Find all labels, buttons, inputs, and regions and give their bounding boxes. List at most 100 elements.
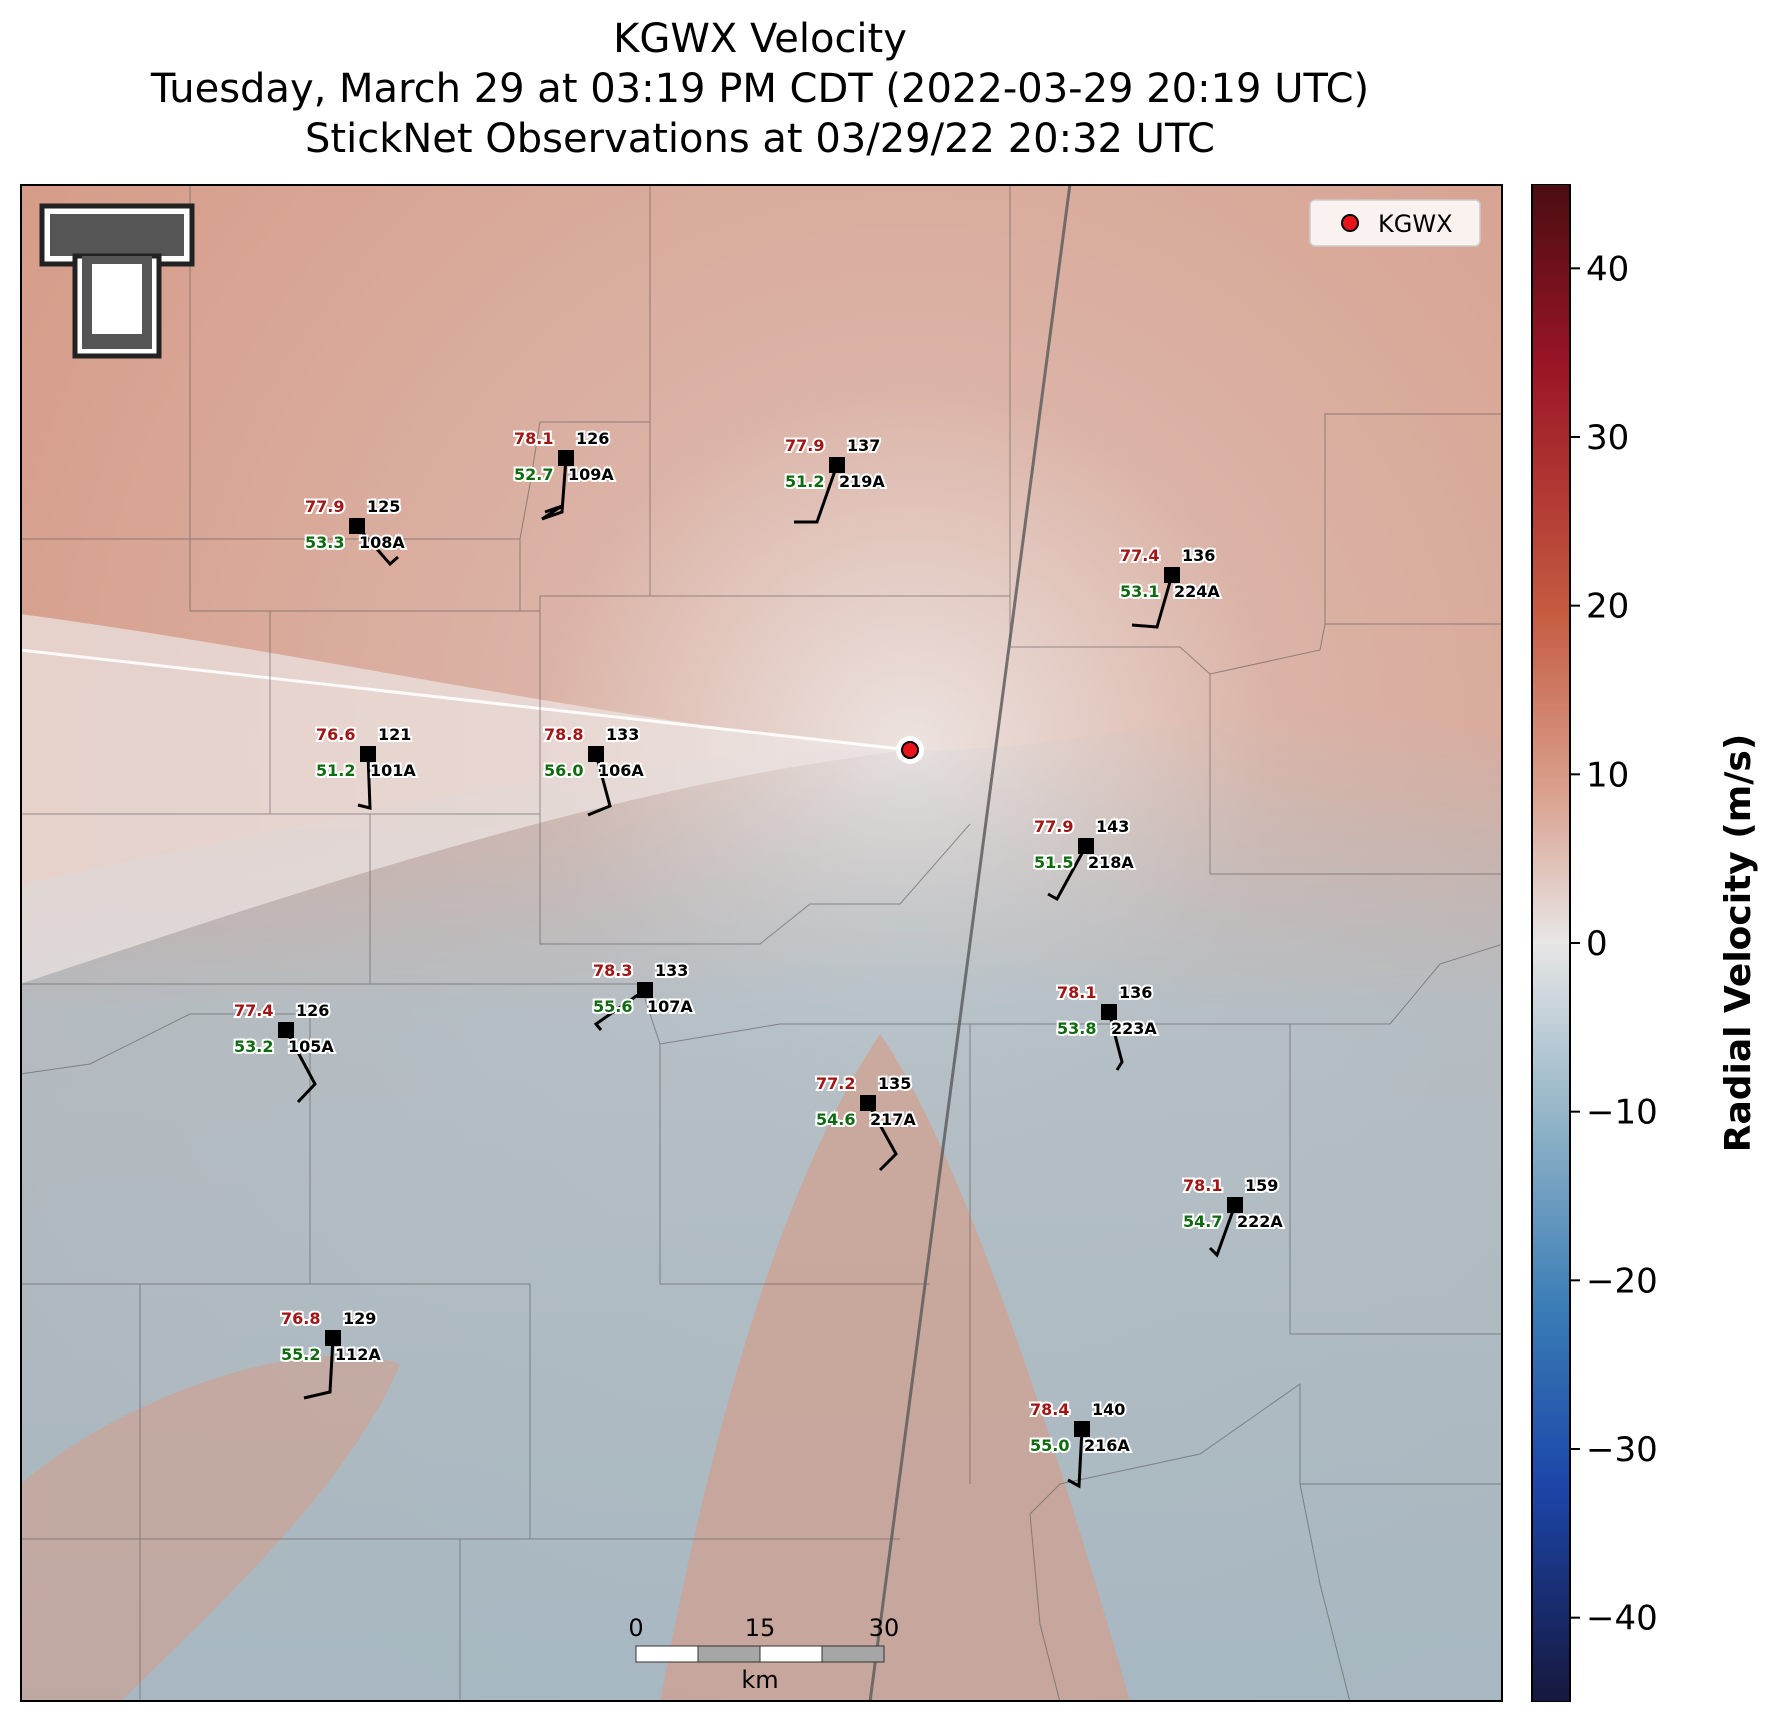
wind-barb xyxy=(355,525,399,567)
colorbar-tick-label: 10 xyxy=(1586,755,1629,795)
station-pressure: 129 xyxy=(343,1309,376,1328)
station-dewpoint: 53.1 xyxy=(1120,582,1159,601)
county-boundaries xyxy=(20,184,1503,1702)
texas-tech-double-t-logo xyxy=(39,203,195,359)
radar-velocity-map[interactable]: KGWX 77.9 125 53.3 108A 78.1 126 52.7 109A 77.9 1… xyxy=(20,184,1503,1702)
state-boundary-line xyxy=(868,184,1072,1702)
legend-label: KGWX xyxy=(1378,210,1453,238)
station-pressure: 133 xyxy=(655,961,688,980)
station-temperature: 77.4 xyxy=(234,1001,273,1020)
station-dewpoint: 54.6 xyxy=(816,1110,855,1129)
station-pressure: 135 xyxy=(878,1074,911,1093)
station-id: 216A xyxy=(1084,1436,1130,1455)
station-temperature: 77.4 xyxy=(1120,546,1159,565)
station-dewpoint: 53.2 xyxy=(234,1037,273,1056)
beam-blockage-radial xyxy=(20,648,911,752)
station-109A[interactable]: 78.1 126 52.7 109A xyxy=(512,427,616,521)
station-218A[interactable]: 77.9 143 51.5 218A xyxy=(1032,815,1136,902)
wind-barb xyxy=(541,457,568,521)
wind-barb xyxy=(794,464,839,524)
station-marker xyxy=(860,1095,876,1111)
colorbar: 40 30 20 10 0 −10 −20 −30 −40 Radial Velocity (m… xyxy=(1531,184,1759,1702)
station-temperature: 78.1 xyxy=(1057,983,1096,1002)
station-223A[interactable]: 78.1 136 53.8 223A xyxy=(1055,981,1159,1071)
station-pressure: 137 xyxy=(847,436,880,455)
station-temperature: 77.9 xyxy=(1034,817,1073,836)
station-dewpoint: 55.0 xyxy=(1030,1436,1069,1455)
colorbar-label: Radial Velocity (m/s) xyxy=(1718,734,1759,1153)
station-temperature: 77.9 xyxy=(305,497,344,516)
kgwx-radar-marker[interactable] xyxy=(901,741,919,759)
scale-tick-0: 0 xyxy=(628,1614,643,1642)
station-id: 217A xyxy=(870,1110,916,1129)
colorbar-tick-label: 40 xyxy=(1586,249,1629,289)
station-107A[interactable]: 78.3 133 55.6 107A xyxy=(591,959,695,1031)
station-marker xyxy=(1227,1197,1243,1213)
station-id: 109A xyxy=(568,465,614,484)
station-temperature: 78.1 xyxy=(514,429,553,448)
wind-barb xyxy=(587,753,612,817)
legend-marker xyxy=(1341,214,1359,232)
station-224A[interactable]: 77.4 136 53.1 224A xyxy=(1118,544,1222,629)
station-pressure: 121 xyxy=(378,725,411,744)
wind-barb xyxy=(1131,574,1174,629)
station-pressure: 136 xyxy=(1119,983,1152,1002)
station-temperature: 78.1 xyxy=(1183,1176,1222,1195)
station-222A[interactable]: 78.1 159 54.7 222A xyxy=(1181,1174,1285,1258)
station-marker xyxy=(1074,1421,1090,1437)
station-dewpoint: 55.2 xyxy=(281,1345,320,1364)
station-219A[interactable]: 77.9 137 51.2 219A xyxy=(783,434,887,524)
station-pressure: 140 xyxy=(1092,1400,1125,1419)
wind-barb xyxy=(1107,1011,1124,1071)
station-dewpoint: 54.7 xyxy=(1183,1212,1222,1231)
station-marker xyxy=(1101,1004,1117,1020)
wind-barb xyxy=(593,988,646,1031)
station-dewpoint: 55.6 xyxy=(593,997,632,1016)
station-106A[interactable]: 78.8 133 56.0 106A xyxy=(542,723,646,817)
station-marker xyxy=(1164,567,1180,583)
station-temperature: 78.4 xyxy=(1030,1400,1069,1419)
station-id: 101A xyxy=(370,761,416,780)
station-marker xyxy=(829,457,845,473)
wind-barb xyxy=(1067,1428,1084,1489)
station-108A[interactable]: 77.9 125 53.3 108A xyxy=(303,495,407,567)
station-marker xyxy=(325,1330,341,1346)
station-dewpoint: 51.5 xyxy=(1034,853,1073,872)
station-id: 218A xyxy=(1088,853,1134,872)
station-216A[interactable]: 78.4 140 55.0 216A xyxy=(1028,1398,1132,1489)
map-frame xyxy=(20,184,1503,1702)
station-dewpoint: 51.2 xyxy=(785,472,824,491)
scale-tick-30: 30 xyxy=(869,1614,900,1642)
colorbar-tick-label: −20 xyxy=(1586,1261,1658,1301)
station-marker xyxy=(360,746,376,762)
colorbar-tick-label: −40 xyxy=(1586,1599,1658,1639)
station-101A[interactable]: 76.6 121 51.2 101A xyxy=(314,723,418,810)
station-dewpoint: 52.7 xyxy=(514,465,553,484)
inbound-velocity-region xyxy=(20,710,1503,1702)
title-line-3: StickNet Observations at 03/29/22 20:32 … xyxy=(305,116,1215,162)
station-112A[interactable]: 76.8 129 55.2 112A xyxy=(279,1307,383,1400)
station-pressure: 159 xyxy=(1245,1176,1278,1195)
station-marker xyxy=(1078,838,1094,854)
station-marker xyxy=(278,1022,294,1038)
colorbar-tick-label: −30 xyxy=(1586,1430,1658,1470)
wind-barb xyxy=(303,1337,335,1400)
station-dewpoint: 53.8 xyxy=(1057,1019,1096,1038)
colorbar-tick-label: 0 xyxy=(1586,924,1608,964)
station-217A[interactable]: 77.2 135 54.6 217A xyxy=(814,1072,918,1172)
station-temperature: 78.8 xyxy=(544,725,583,744)
station-temperature: 78.3 xyxy=(593,961,632,980)
station-marker xyxy=(349,518,365,534)
scale-bar: 0 15 30 km xyxy=(628,1614,899,1694)
station-id: 224A xyxy=(1174,582,1220,601)
station-105A[interactable]: 77.4 126 53.2 105A xyxy=(232,999,336,1104)
station-pressure: 126 xyxy=(576,429,609,448)
station-id: 108A xyxy=(359,533,405,552)
colorbar-ticks: 40 30 20 10 0 −10 −20 −30 −40 xyxy=(1570,249,1658,1639)
station-id: 112A xyxy=(335,1345,381,1364)
station-id: 222A xyxy=(1237,1212,1283,1231)
wind-barb xyxy=(1208,1204,1237,1258)
wind-barb xyxy=(284,1029,317,1104)
station-temperature: 76.8 xyxy=(281,1309,320,1328)
station-id: 107A xyxy=(647,997,693,1016)
